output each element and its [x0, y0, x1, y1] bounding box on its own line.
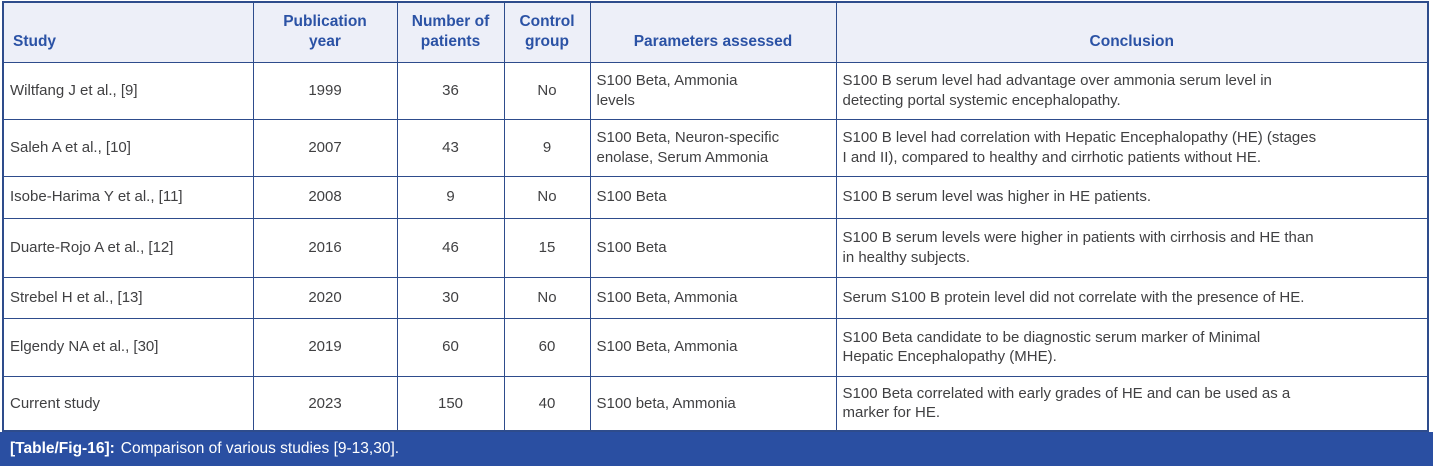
column-header-conclusion: Conclusion [835, 1, 1429, 63]
patients-cell: 36 [396, 61, 505, 120]
parameters-cell: S100 beta, Ammonia [589, 375, 837, 432]
control-group-cell: No [503, 175, 591, 219]
table-row: Current study 2023 150 40 S100 beta, Amm… [2, 375, 1429, 432]
table-row: Duarte-Rojo A et al., [12] 2016 46 15 S1… [2, 217, 1429, 278]
conclusion-cell: S100 B serum level had advantage over am… [835, 61, 1429, 120]
studies-comparison-table: Study Publication year Number of patient… [2, 1, 1429, 432]
parameters-cell: S100 Beta, Ammonia levels [589, 61, 837, 120]
patients-cell: 43 [396, 118, 505, 177]
conclusion-cell: S100 Beta correlated with early grades o… [835, 375, 1429, 432]
year-cell: 2020 [252, 276, 398, 319]
column-header-control-group: Control group [503, 1, 591, 63]
year-cell: 2019 [252, 317, 398, 377]
table-row: Isobe-Harima Y et al., [11] 2008 9 No S1… [2, 175, 1429, 219]
control-group-cell: 9 [503, 118, 591, 177]
control-group-cell: No [503, 61, 591, 120]
table-row: Strebel H et al., [13] 2020 30 No S100 B… [2, 276, 1429, 319]
table-row: Elgendy NA et al., [30] 2019 60 60 S100 … [2, 317, 1429, 377]
study-cell: Isobe-Harima Y et al., [11] [2, 175, 254, 219]
table-row: Saleh A et al., [10] 2007 43 9 S100 Beta… [2, 118, 1429, 177]
study-cell: Saleh A et al., [10] [2, 118, 254, 177]
conclusion-cell: S100 Beta candidate to be diagnostic ser… [835, 317, 1429, 377]
patients-cell: 60 [396, 317, 505, 377]
conclusion-cell: Serum S100 B protein level did not corre… [835, 276, 1429, 319]
conclusion-cell: S100 B serum level was higher in HE pati… [835, 175, 1429, 219]
parameters-cell: S100 Beta [589, 175, 837, 219]
parameters-cell: S100 Beta [589, 217, 837, 278]
caption-text: Comparison of various studies [9-13,30]. [120, 440, 400, 457]
conclusion-cell: S100 B level had correlation with Hepati… [835, 118, 1429, 177]
column-header-study: Study [2, 1, 254, 63]
table-row: Wiltfang J et al., [9] 1999 36 No S100 B… [2, 61, 1429, 120]
study-cell: Elgendy NA et al., [30] [2, 317, 254, 377]
parameters-cell: S100 Beta, Ammonia [589, 276, 837, 319]
year-cell: 2016 [252, 217, 398, 278]
parameters-cell: S100 Beta, Ammonia [589, 317, 837, 377]
year-cell: 2023 [252, 375, 398, 432]
conclusion-cell: S100 B serum levels were higher in patie… [835, 217, 1429, 278]
column-header-number-of-patients: Number of patients [396, 1, 505, 63]
study-cell: Current study [2, 375, 254, 432]
control-group-cell: No [503, 276, 591, 319]
control-group-cell: 40 [503, 375, 591, 432]
study-cell: Wiltfang J et al., [9] [2, 61, 254, 120]
parameters-cell: S100 Beta, Neuron-specific enolase, Seru… [589, 118, 837, 177]
table-caption: [Table/Fig-16]: Comparison of various st… [0, 432, 1433, 466]
study-cell: Duarte-Rojo A et al., [12] [2, 217, 254, 278]
patients-cell: 46 [396, 217, 505, 278]
patients-cell: 9 [396, 175, 505, 219]
header-row: Study Publication year Number of patient… [2, 1, 1429, 63]
year-cell: 2007 [252, 118, 398, 177]
year-cell: 2008 [252, 175, 398, 219]
study-cell: Strebel H et al., [13] [2, 276, 254, 319]
caption-figure-label: [Table/Fig-16]: [10, 440, 115, 457]
column-header-publication-year: Publication year [252, 1, 398, 63]
column-header-parameters-assessed: Parameters assessed [589, 1, 837, 63]
year-cell: 1999 [252, 61, 398, 120]
control-group-cell: 15 [503, 217, 591, 278]
patients-cell: 30 [396, 276, 505, 319]
control-group-cell: 60 [503, 317, 591, 377]
patients-cell: 150 [396, 375, 505, 432]
